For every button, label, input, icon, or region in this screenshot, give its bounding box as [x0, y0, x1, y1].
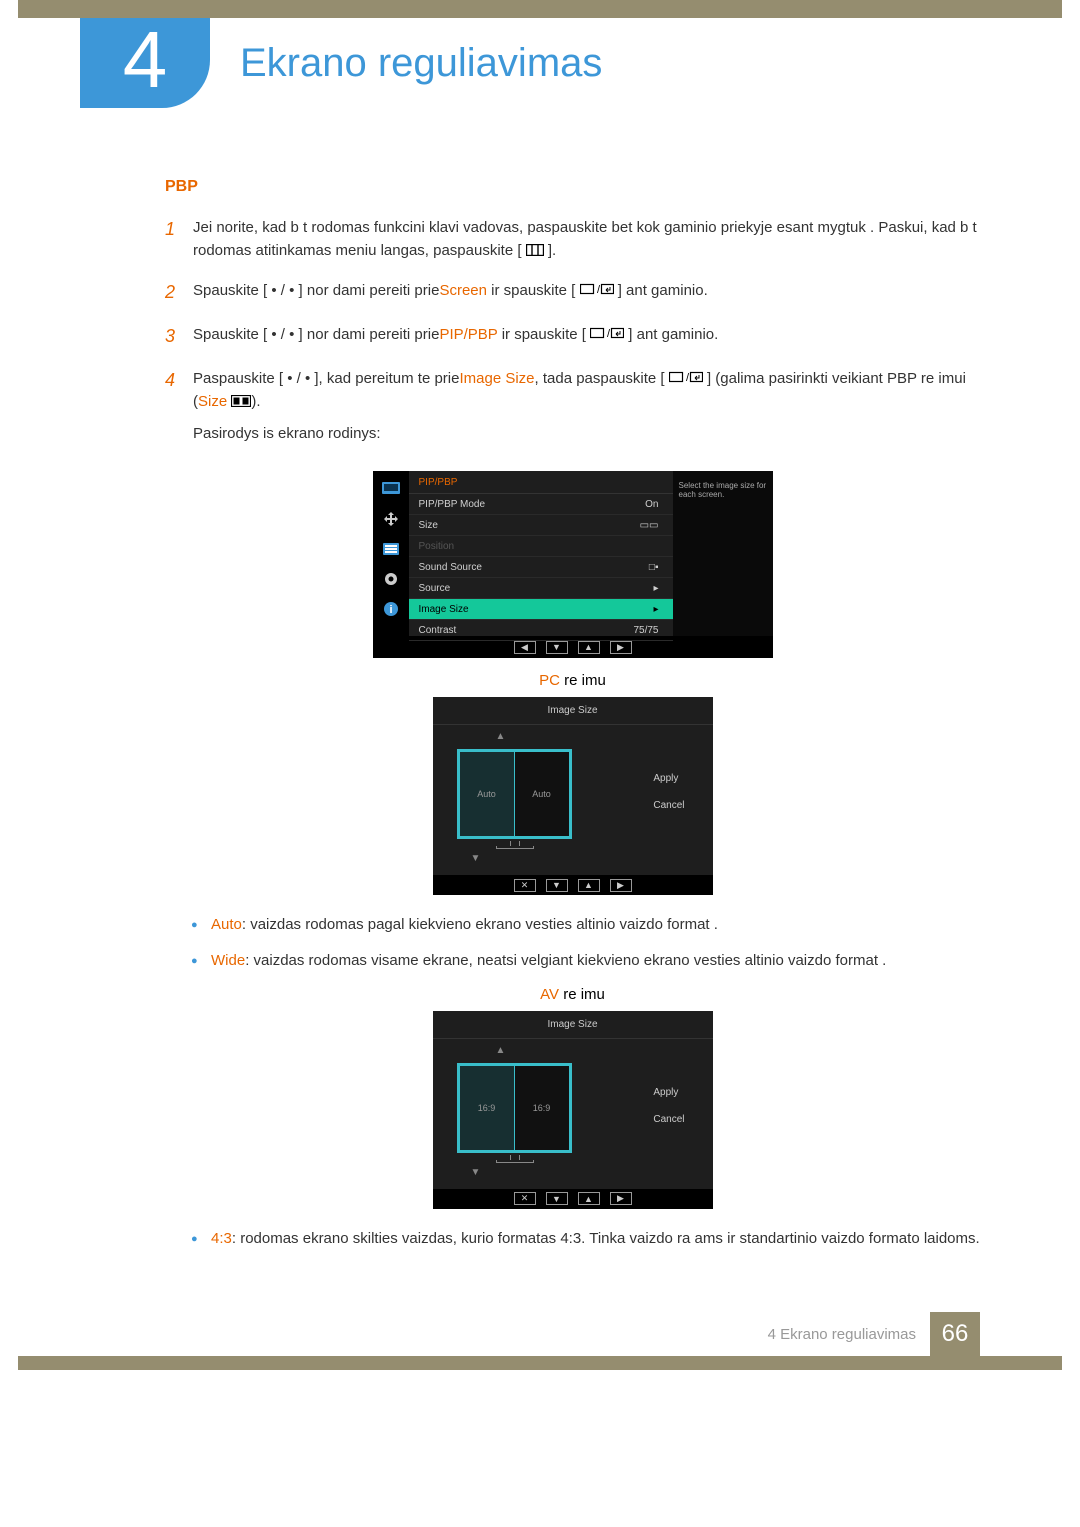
osd-nav-bar: ✕ ▼ ▲ ▶: [433, 875, 713, 895]
keyword: Screen: [439, 282, 487, 299]
osd-row[interactable]: Source▸: [409, 578, 673, 599]
bullet-item: ● 4:3: rodomas ekrano skilties vaizdas, …: [191, 1227, 980, 1250]
mode-av-label: AV re imu: [165, 986, 980, 1003]
apply-button[interactable]: Apply: [653, 1087, 684, 1098]
step-num: 1: [165, 216, 193, 263]
tv-left: 16:9: [459, 1065, 515, 1151]
top-stripe: [18, 0, 1062, 18]
apply-button[interactable]: Apply: [653, 773, 684, 784]
nav-down-icon[interactable]: ▼: [546, 879, 568, 892]
header: 4 Ekrano reguliavimas: [0, 18, 1080, 108]
step-text: Paspauskite [ • / • ], kad pereitum te p…: [193, 367, 980, 446]
svg-text:/: /: [686, 372, 690, 383]
tv-right: Auto: [514, 751, 570, 837]
tv-stand-icon: [495, 841, 535, 851]
tv-preview: 16:9 16:9: [457, 1063, 572, 1153]
arrow-up-icon: ▲: [496, 1045, 506, 1056]
chapter-number: 4: [123, 20, 168, 100]
osd-row[interactable]: Contrast75/75: [409, 620, 673, 641]
keyword: PIP/PBP: [439, 326, 497, 343]
content: PBP 1 Jei norite, kad b t rodomas funkci…: [0, 108, 1080, 1282]
nav-down-icon[interactable]: ▼: [546, 641, 568, 654]
arrow-down-icon: ▼: [471, 853, 481, 864]
pbp-icon: [231, 391, 251, 414]
nav-right-icon[interactable]: ▶: [610, 1192, 632, 1205]
bullet-item: ● Wide: vaizdas rodomas visame ekrane, n…: [191, 949, 980, 972]
chapter-badge: 4: [80, 18, 210, 108]
osd-row-disabled: Position: [409, 536, 673, 557]
osd-menu-list: PIP/PBP PIP/PBP ModeOn Size▭▭ Position S…: [409, 471, 673, 636]
section-title: PBP: [165, 178, 980, 196]
info-icon: i: [381, 601, 401, 617]
nav-down-icon[interactable]: ▼: [546, 1192, 568, 1205]
step-1: 1 Jei norite, kad b t rodomas funkcini k…: [165, 216, 980, 263]
svg-text:/: /: [607, 328, 611, 339]
osd-image-size-av: Image Size ▲ 16:9 16:9 ▼ Apply Cancel ✕: [433, 1011, 713, 1209]
arrow-down-icon: ▼: [471, 1167, 481, 1178]
nav-close-icon[interactable]: ✕: [514, 1192, 536, 1205]
move-icon: [381, 511, 401, 527]
tv-preview: Auto Auto: [457, 749, 572, 839]
osd2-title: Image Size: [433, 697, 713, 725]
list-icon: [381, 541, 401, 557]
bullet-dot-icon: ●: [191, 949, 211, 972]
step-text: Spauskite [ • / • ] nor dami pereiti pri…: [193, 323, 980, 351]
step-num: 3: [165, 323, 193, 351]
osd-main-menu: i PIP/PBP PIP/PBP ModeOn Size▭▭ Position…: [373, 471, 773, 658]
enter-icon: /: [669, 367, 703, 390]
footer-text: 4 Ekrano reguliavimas: [768, 1326, 916, 1343]
step-3: 3 Spauskite [ • / • ] nor dami pereiti p…: [165, 323, 980, 351]
tv-left: Auto: [459, 751, 515, 837]
nav-up-icon[interactable]: ▲: [578, 641, 600, 654]
osd-tooltip: Select the image size for each screen.: [673, 471, 773, 636]
bottom-stripe: [18, 1356, 1062, 1370]
step-4: 4 Paspauskite [ • / • ], kad pereitum te…: [165, 367, 980, 446]
bullet-dot-icon: ●: [191, 913, 211, 936]
osd-row[interactable]: Sound Source□▪: [409, 557, 673, 578]
bullets-pc: ● Auto: vaizdas rodomas pagal kiekvieno …: [191, 913, 980, 972]
nav-close-icon[interactable]: ✕: [514, 879, 536, 892]
osd-sidebar: i: [373, 471, 409, 636]
osd-row[interactable]: PIP/PBP ModeOn: [409, 494, 673, 515]
cancel-button[interactable]: Cancel: [653, 1114, 684, 1125]
nav-left-icon[interactable]: ◀: [514, 641, 536, 654]
keyword: Image Size: [459, 370, 534, 387]
osd-row-selected[interactable]: Image Size▸: [409, 599, 673, 620]
cancel-button[interactable]: Cancel: [653, 800, 684, 811]
step-2: 2 Spauskite [ • / • ] nor dami pereiti p…: [165, 279, 980, 307]
tv-stand-icon: [495, 1155, 535, 1165]
gear-icon: [381, 571, 401, 587]
footer: 4 Ekrano reguliavimas 66: [0, 1312, 1080, 1356]
monitor-icon: [381, 481, 401, 497]
osd-row[interactable]: Size▭▭: [409, 515, 673, 536]
bullet-item: ● Auto: vaizdas rodomas pagal kiekvieno …: [191, 913, 980, 936]
step-text: Jei norite, kad b t rodomas funkcini kla…: [193, 216, 980, 263]
bullet-dot-icon: ●: [191, 1227, 211, 1250]
step-text: Spauskite [ • / • ] nor dami pereiti pri…: [193, 279, 980, 307]
tv-right: 16:9: [514, 1065, 570, 1151]
nav-right-icon[interactable]: ▶: [610, 879, 632, 892]
osd2-title: Image Size: [433, 1011, 713, 1039]
menu-icon: [526, 240, 544, 263]
bullets-av: ● 4:3: rodomas ekrano skilties vaizdas, …: [191, 1227, 980, 1250]
nav-up-icon[interactable]: ▲: [578, 1192, 600, 1205]
osd-image-size-pc: Image Size ▲ Auto Auto ▼ Apply Cancel ✕: [433, 697, 713, 895]
enter-icon: /: [590, 323, 624, 346]
chapter-title: Ekrano reguliavimas: [240, 41, 602, 86]
svg-text:i: i: [389, 604, 392, 616]
step-num: 4: [165, 367, 193, 446]
osd-menu-title: PIP/PBP: [409, 471, 673, 494]
arrow-up-icon: ▲: [496, 731, 506, 742]
keyword: Size: [198, 393, 227, 410]
nav-right-icon[interactable]: ▶: [610, 641, 632, 654]
svg-text:/: /: [597, 284, 601, 295]
enter-icon: /: [580, 279, 614, 302]
osd-nav-bar: ✕ ▼ ▲ ▶: [433, 1189, 713, 1209]
mode-pc-label: PC re imu: [165, 672, 980, 689]
page-number: 66: [930, 1312, 980, 1356]
nav-up-icon[interactable]: ▲: [578, 879, 600, 892]
step-num: 2: [165, 279, 193, 307]
